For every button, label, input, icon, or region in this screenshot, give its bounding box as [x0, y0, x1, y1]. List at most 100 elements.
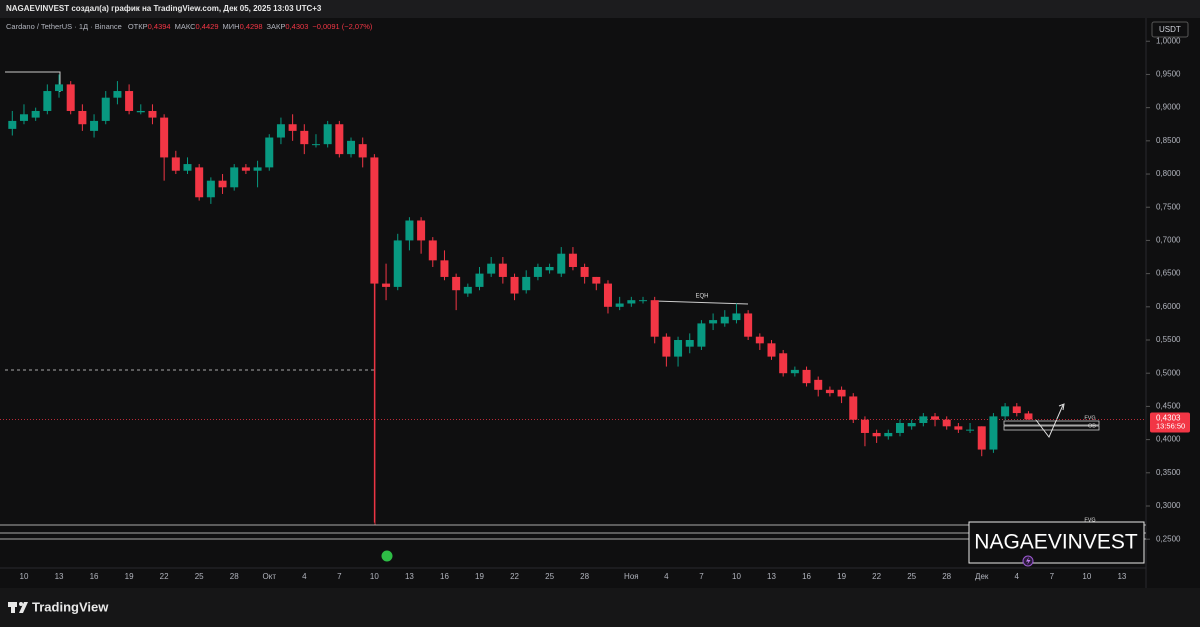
candle-body [568, 253, 577, 267]
ob-zone [1003, 425, 1100, 431]
candle-body [265, 137, 274, 168]
candle-body [78, 110, 87, 125]
x-tick-label: 7 [337, 572, 342, 581]
x-tick-label: 7 [1050, 572, 1055, 581]
candle-body [580, 266, 589, 277]
y-tick-label: 0,7500 [1156, 202, 1181, 211]
candle-body [311, 144, 320, 146]
logo-part [19, 602, 28, 613]
candle-body [709, 320, 718, 324]
y-tick-label: 0,6500 [1156, 269, 1181, 278]
candle-body [802, 369, 811, 384]
logo-part [11, 602, 15, 613]
candle-body [510, 276, 519, 294]
x-tick-label: 13 [405, 572, 414, 581]
candle-body [697, 323, 706, 347]
candle-body [825, 389, 834, 394]
candle-body [487, 263, 496, 274]
candle-body [136, 110, 145, 113]
candle-body [790, 369, 799, 374]
x-tick-label: 13 [55, 572, 64, 581]
fvg-zone [1003, 420, 1100, 426]
eqh-line [654, 300, 749, 305]
x-tick-label: 22 [872, 572, 881, 581]
brand: TradingView [32, 599, 109, 614]
y-tick-label: 0,4500 [1156, 402, 1181, 411]
legend-key: ОТКР [128, 22, 148, 31]
candle-body [533, 266, 542, 277]
y-tick-label: 0,8000 [1156, 169, 1181, 178]
x-tick-label: 19 [475, 572, 484, 581]
y-tick-label: 0,5000 [1156, 368, 1181, 377]
drawings: EQHFVGOBFVGFVG [0, 71, 1146, 562]
candle-body [463, 286, 472, 294]
candle-body [417, 220, 426, 241]
candle-body [253, 167, 262, 171]
x-tick-label: 7 [699, 572, 704, 581]
currency: USDT [1159, 25, 1181, 34]
y-tick-label: 0,4000 [1156, 435, 1181, 444]
candle-body [113, 91, 122, 98]
x-tick-label: 4 [664, 572, 669, 581]
watermark: NAGAEVINVEST [974, 531, 1138, 554]
candle-body [276, 124, 285, 138]
candle-body [1024, 413, 1033, 420]
top-bar [0, 0, 1200, 18]
legend-key: МИН [223, 22, 240, 31]
candle-body [405, 220, 414, 241]
candle-body [230, 167, 239, 188]
x-tick-label: 28 [942, 572, 951, 581]
candle-body [557, 253, 566, 274]
price-tag-price: 0,4303 [1156, 414, 1181, 423]
legend-key: ЗАКР [267, 22, 286, 31]
y-tick-label: 0,9500 [1156, 70, 1181, 79]
x-tick-label: 22 [160, 572, 169, 581]
candle-body [837, 389, 846, 397]
x-tick-label: 16 [90, 572, 99, 581]
candle-body [323, 124, 332, 145]
x-tick-label: Окт [263, 572, 277, 581]
y-tick-label: 0,3500 [1156, 468, 1181, 477]
candle-body [370, 157, 379, 284]
legend-change: −0,0091 (−2,07%) [312, 22, 373, 31]
x-tick-label: 10 [732, 572, 741, 581]
x-tick-label: 22 [510, 572, 519, 581]
candle-body [475, 273, 484, 287]
x-tick-label: 13 [1117, 572, 1126, 581]
annotation: OB [1088, 423, 1096, 429]
legend-value: 0,4429 [196, 22, 219, 31]
candle-body [31, 110, 40, 118]
price-tag-countdown: 13:56:50 [1156, 421, 1185, 430]
candle-body [744, 313, 753, 337]
legend: Cardano / TetherUS · 1Д · Binance ОТКР 0,4… [6, 22, 373, 31]
logo-part [19, 602, 23, 606]
candle-body [206, 180, 215, 198]
candle-body [919, 416, 928, 424]
candle-body [125, 91, 134, 111]
candle-body [160, 117, 169, 158]
candle-body [989, 416, 998, 450]
x-tick-label: Дек [975, 572, 989, 581]
candle-body [814, 379, 823, 390]
x-tick-label: 19 [125, 572, 134, 581]
watermark-icon-bolt [1026, 557, 1031, 565]
candle-body [650, 300, 659, 337]
candle-body [171, 157, 180, 171]
forecast-path [1035, 404, 1064, 438]
x-tick-label: 10 [20, 572, 29, 581]
candle-body [942, 419, 951, 427]
currency-box [1151, 21, 1189, 38]
candle-body [662, 336, 671, 357]
x-tick-label: 19 [837, 572, 846, 581]
x-tick-label: 25 [545, 572, 554, 581]
candle-body [241, 167, 250, 171]
x-tick-label: 10 [370, 572, 379, 581]
candle-body [43, 91, 52, 111]
x-tick-label: Ноя [624, 572, 639, 581]
y-tick-label: 0,6000 [1156, 302, 1181, 311]
candle-body [720, 316, 729, 324]
symbol: Cardano / TetherUS · 1Д · Binance [6, 22, 122, 31]
y-tick-label: 0,7000 [1156, 236, 1181, 245]
